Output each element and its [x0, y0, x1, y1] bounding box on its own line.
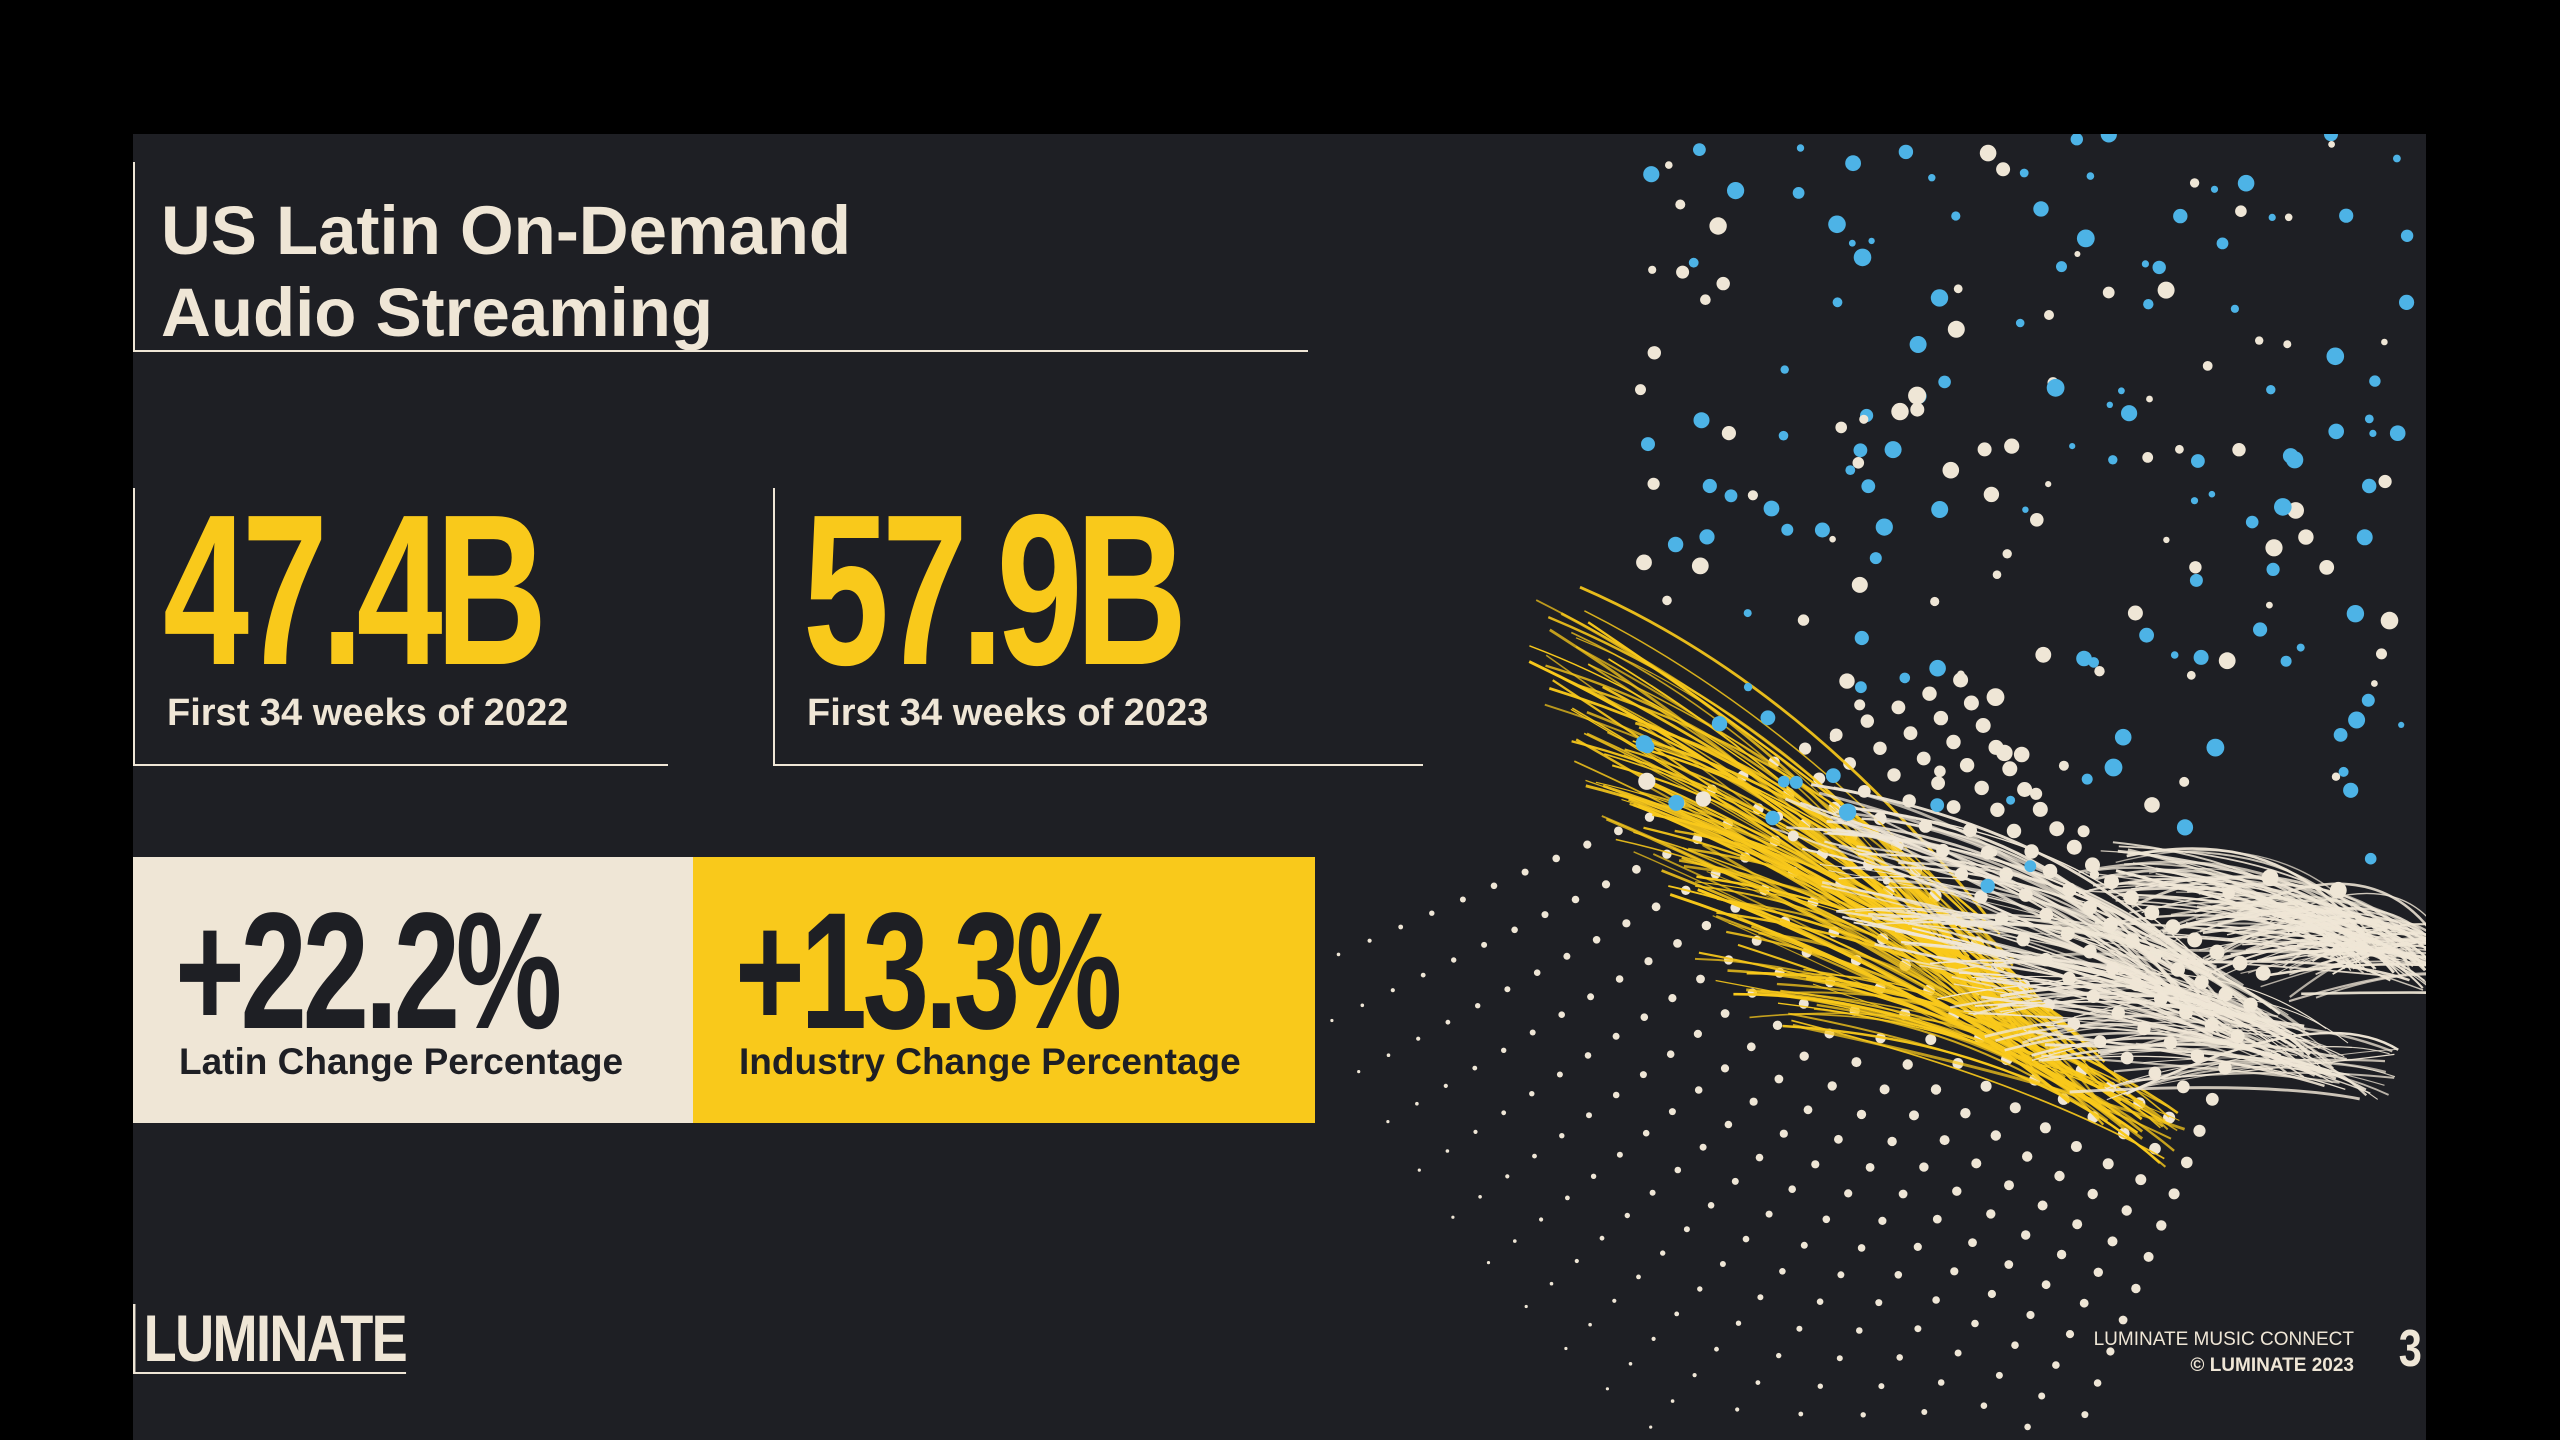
latin-change-value: +22.2% — [175, 879, 562, 1064]
stat-2022: 47.4B First 34 weeks of 2022 — [133, 482, 668, 766]
stat-2023-value: 57.9B — [803, 469, 1187, 710]
particles — [1635, 134, 2415, 900]
page-title: US Latin On-Demand Audio Streaming — [161, 190, 851, 354]
stat-2023: 57.9B First 34 weeks of 2023 — [773, 482, 1423, 766]
footer-credits: LUMINATE MUSIC CONNECT © LUMINATE 2023 — [2094, 1327, 2354, 1379]
footer-line-2: © LUMINATE 2023 — [2190, 1355, 2354, 1376]
industry-change-value: +13.3% — [735, 879, 1122, 1064]
stat-2022-caption: First 34 weeks of 2022 — [167, 692, 569, 734]
industry-change-caption: Industry Change Percentage — [739, 1041, 1241, 1082]
streaming-fibers-illustration — [1305, 134, 2426, 1431]
luminate-logo: LUMINATE — [133, 1304, 408, 1374]
stat-2023-caption: First 34 weeks of 2023 — [807, 692, 1209, 734]
dot-field — [1305, 672, 2271, 1431]
footer-line-1: LUMINATE MUSIC CONNECT — [2093, 1329, 2354, 1350]
latin-change-card: +22.2% Latin Change Percentage — [133, 857, 693, 1123]
latin-change-caption: Latin Change Percentage — [179, 1041, 624, 1082]
slide: US Latin On-Demand Audio Streaming 47.4B… — [133, 134, 2426, 1440]
title-line-1: US Latin On-Demand — [161, 192, 852, 269]
industry-change-card: +13.3% Industry Change Percentage — [693, 857, 1315, 1123]
title-line-2: Audio Streaming — [161, 274, 714, 351]
stat-2022-value: 47.4B — [163, 469, 547, 710]
fiber-strands — [1528, 585, 2426, 1168]
title-box: US Latin On-Demand Audio Streaming — [133, 162, 1308, 352]
page-number: 3 — [2398, 1320, 2422, 1378]
